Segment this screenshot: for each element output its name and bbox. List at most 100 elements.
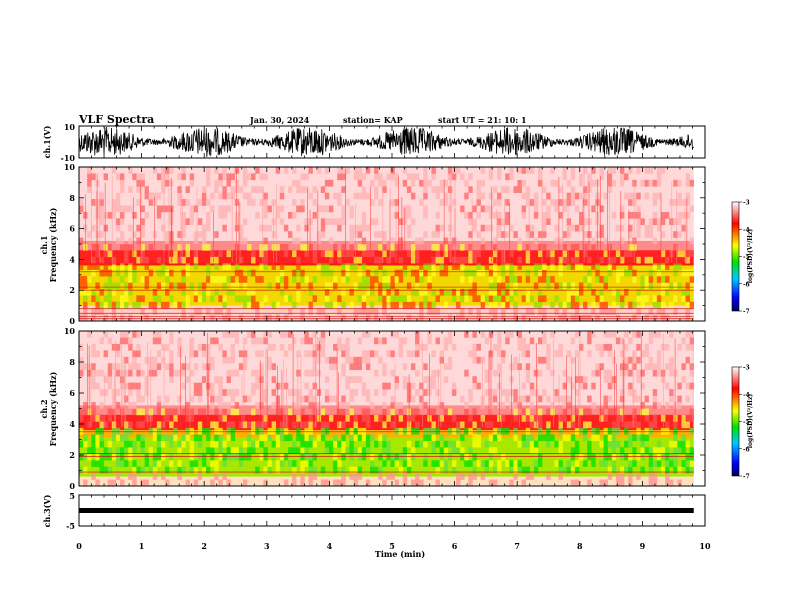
spectrogram-cell [103,389,108,396]
spectrogram-cell [234,224,240,232]
spectrogram-cell [648,282,654,290]
spectrogram-cell [521,414,527,422]
spectrogram-cell [95,263,100,270]
spectrogram-cell [177,466,182,474]
spectrogram-cell [431,244,436,251]
spectrogram-cell [386,473,391,480]
spectrogram-cell [263,337,268,345]
spectrogram-cell [353,231,358,238]
spectrogram-cell [521,337,527,345]
spectrogram-cell [431,447,436,455]
spectrogram-cell [279,276,285,283]
spectrogram-cell [398,256,404,264]
spectrogram-cell [648,308,654,315]
spectrogram-cell [234,337,240,345]
spectrogram-cell [464,460,469,467]
spectrogram-cell [181,276,186,283]
spectrogram-cell [402,363,408,371]
spectrogram-cell [632,363,637,371]
spectrogram-cell [95,427,100,435]
spectrogram-cell [533,269,539,277]
spectrogram-cell [201,460,207,467]
spectrogram-cell [492,447,498,455]
spectrogram-cell [222,192,227,200]
spectrogram-cell [152,453,158,461]
spectrogram-cell [423,179,428,187]
spectrogram-cell [632,421,637,429]
spectrogram-cell [607,269,613,277]
spectrogram-cell [628,231,633,238]
spectrogram-cell [365,224,371,232]
spectrogram-cell [218,211,223,219]
spectrogram-cell [353,363,358,371]
spectrogram-cell [574,295,580,303]
spectrogram-cell [115,282,121,290]
spectrogram-cell [669,301,674,309]
spectrogram-cell [140,179,145,187]
spectrogram-cell [591,263,596,270]
spectrogram-cell [210,192,215,200]
spectrogram-cell [156,453,162,461]
spectrogram-cell [587,186,592,193]
spectrogram-cell [263,263,268,270]
spectrogram-cell [349,453,354,461]
spectrogram-cell [275,205,281,213]
spectrogram-cell [628,224,633,232]
spectrogram-cell [566,466,572,474]
spectrogram-cell [378,295,383,303]
spectrogram-cell [95,250,100,258]
spectrogram-cell [562,250,567,258]
spectrogram-cell [193,389,199,396]
spectrogram-cell [583,167,588,174]
spectrogram-cell [152,460,158,467]
spectrogram-cell [312,453,317,461]
spectrogram-cell [357,363,363,371]
spectrogram-cell [423,427,428,435]
spectrogram-cell [275,276,281,283]
spectrogram-cell [357,434,363,442]
spectrogram-cell [591,331,596,338]
spectrogram-cell [165,408,170,416]
spectrogram-cell [689,369,695,377]
spectrogram-cell [603,440,608,448]
spectrogram-cell [210,395,215,403]
spectrogram-cell [312,295,317,303]
spectrogram-cell [181,199,186,206]
spectrogram-cell [537,337,543,345]
spectrogram-cell [308,301,313,309]
spectrogram-cell [460,447,465,455]
spectrogram-cell [275,395,281,403]
spectrogram-cell [304,224,309,232]
spectrogram-cell [119,301,125,309]
spectrogram-cell [583,199,588,206]
spectrogram-cell [677,466,682,474]
spectrogram-cell [316,356,322,364]
spectrogram-cell [156,402,162,409]
spectrogram-cell [689,205,695,213]
spectrogram-cell [628,434,633,442]
spectrogram-cell [574,460,580,467]
spectrogram-cell [328,301,334,309]
spectrogram-cell [95,211,100,219]
spectrogram-cell [361,237,367,245]
spectrogram-cell [165,269,170,277]
spectrogram-cell [390,301,395,309]
spectrogram-cell [484,466,490,474]
spectrogram-cell [255,308,260,315]
spectrogram-cell [578,179,584,187]
spectrogram-cell [185,186,190,193]
spectrogram-cell [656,218,662,226]
spectrogram-cell [341,205,346,213]
spectrogram-cell [128,447,133,455]
spectrogram-cell [169,337,174,345]
spectrogram-cell [689,337,695,345]
spectrogram-cell [214,167,219,174]
spectrogram-cell [591,244,596,251]
spectrogram-cell [423,301,428,309]
spectrogram-cell [312,186,317,193]
spectrogram-cell [349,250,354,258]
spectrogram-cell [193,434,199,442]
spectrogram-cell [669,282,674,290]
spectrogram-cell [382,231,387,238]
spectrogram-cell [341,402,346,409]
